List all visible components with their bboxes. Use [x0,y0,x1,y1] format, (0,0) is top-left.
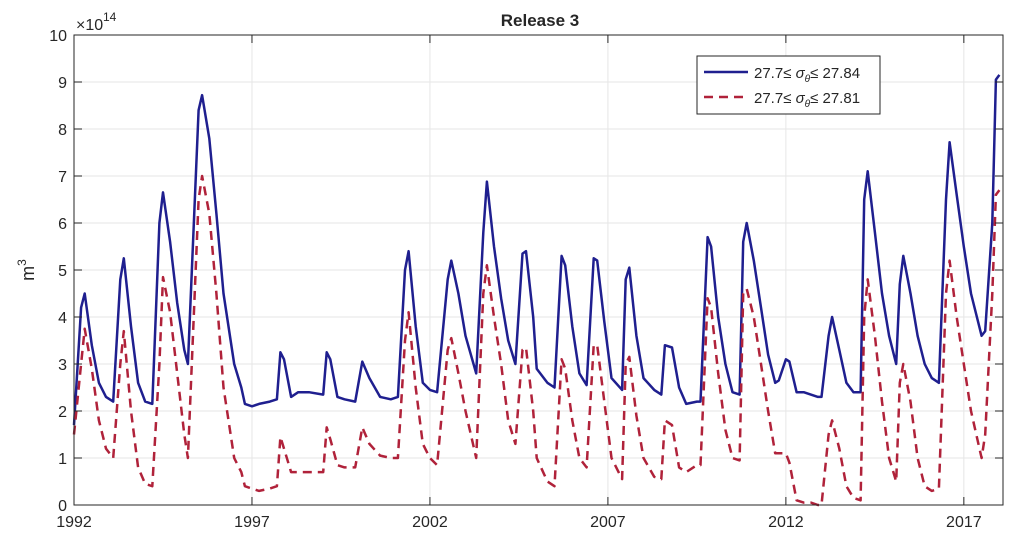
legend-entry-series-2: 27.7≤ σθ≤ 27.81 [754,90,860,110]
y-tick-label: 3 [58,357,67,374]
y-multiplier-exponent: 14 [103,10,117,24]
y-axis-label-superscript: 3 [15,259,29,266]
svg-text:m3: m3 [15,259,38,281]
y-axis-label-unit: m [18,266,38,281]
x-tick-label: 1992 [56,514,92,531]
x-tick-label: 2007 [590,514,626,531]
y-tick-label: 9 [58,75,67,92]
chart-title: Release 3 [501,11,579,30]
y-axis-label: m3 [15,259,38,281]
y-tick-label: 8 [58,122,67,139]
x-tick-label: 1997 [234,514,270,531]
series-line-2 [72,174,1001,507]
y-tick-label: 0 [58,498,67,515]
y-tick-label: 7 [58,169,67,186]
y-tick-label: 10 [49,28,67,45]
series-layer [72,74,1001,507]
grid [73,34,1003,506]
y-tick-label: 1 [58,451,67,468]
y-multiplier-base: ×10 [76,17,103,34]
ticks: 1992 1997 2002 2007 2012 2017 0 1 2 3 4 5 6 7 8 9 10 [49,28,1003,531]
x-tick-label: 2002 [412,514,448,531]
y-multiplier: ×10 14 [76,10,117,34]
y-tick-label: 6 [58,216,67,233]
y-tick-label: 2 [58,404,67,421]
x-tick-label: 2017 [946,514,982,531]
series-line-1 [72,74,1001,426]
x-tick-label: 2012 [768,514,804,531]
legend: 27.7≤ σθ≤ 27.84 27.7≤ σθ≤ 27.81 [696,55,881,115]
y-tick-label: 4 [58,310,67,327]
legend-box [696,55,881,115]
legend-entry-series-1: 27.7≤ σθ≤ 27.84 [754,65,860,85]
y-tick-label: 5 [58,263,67,280]
